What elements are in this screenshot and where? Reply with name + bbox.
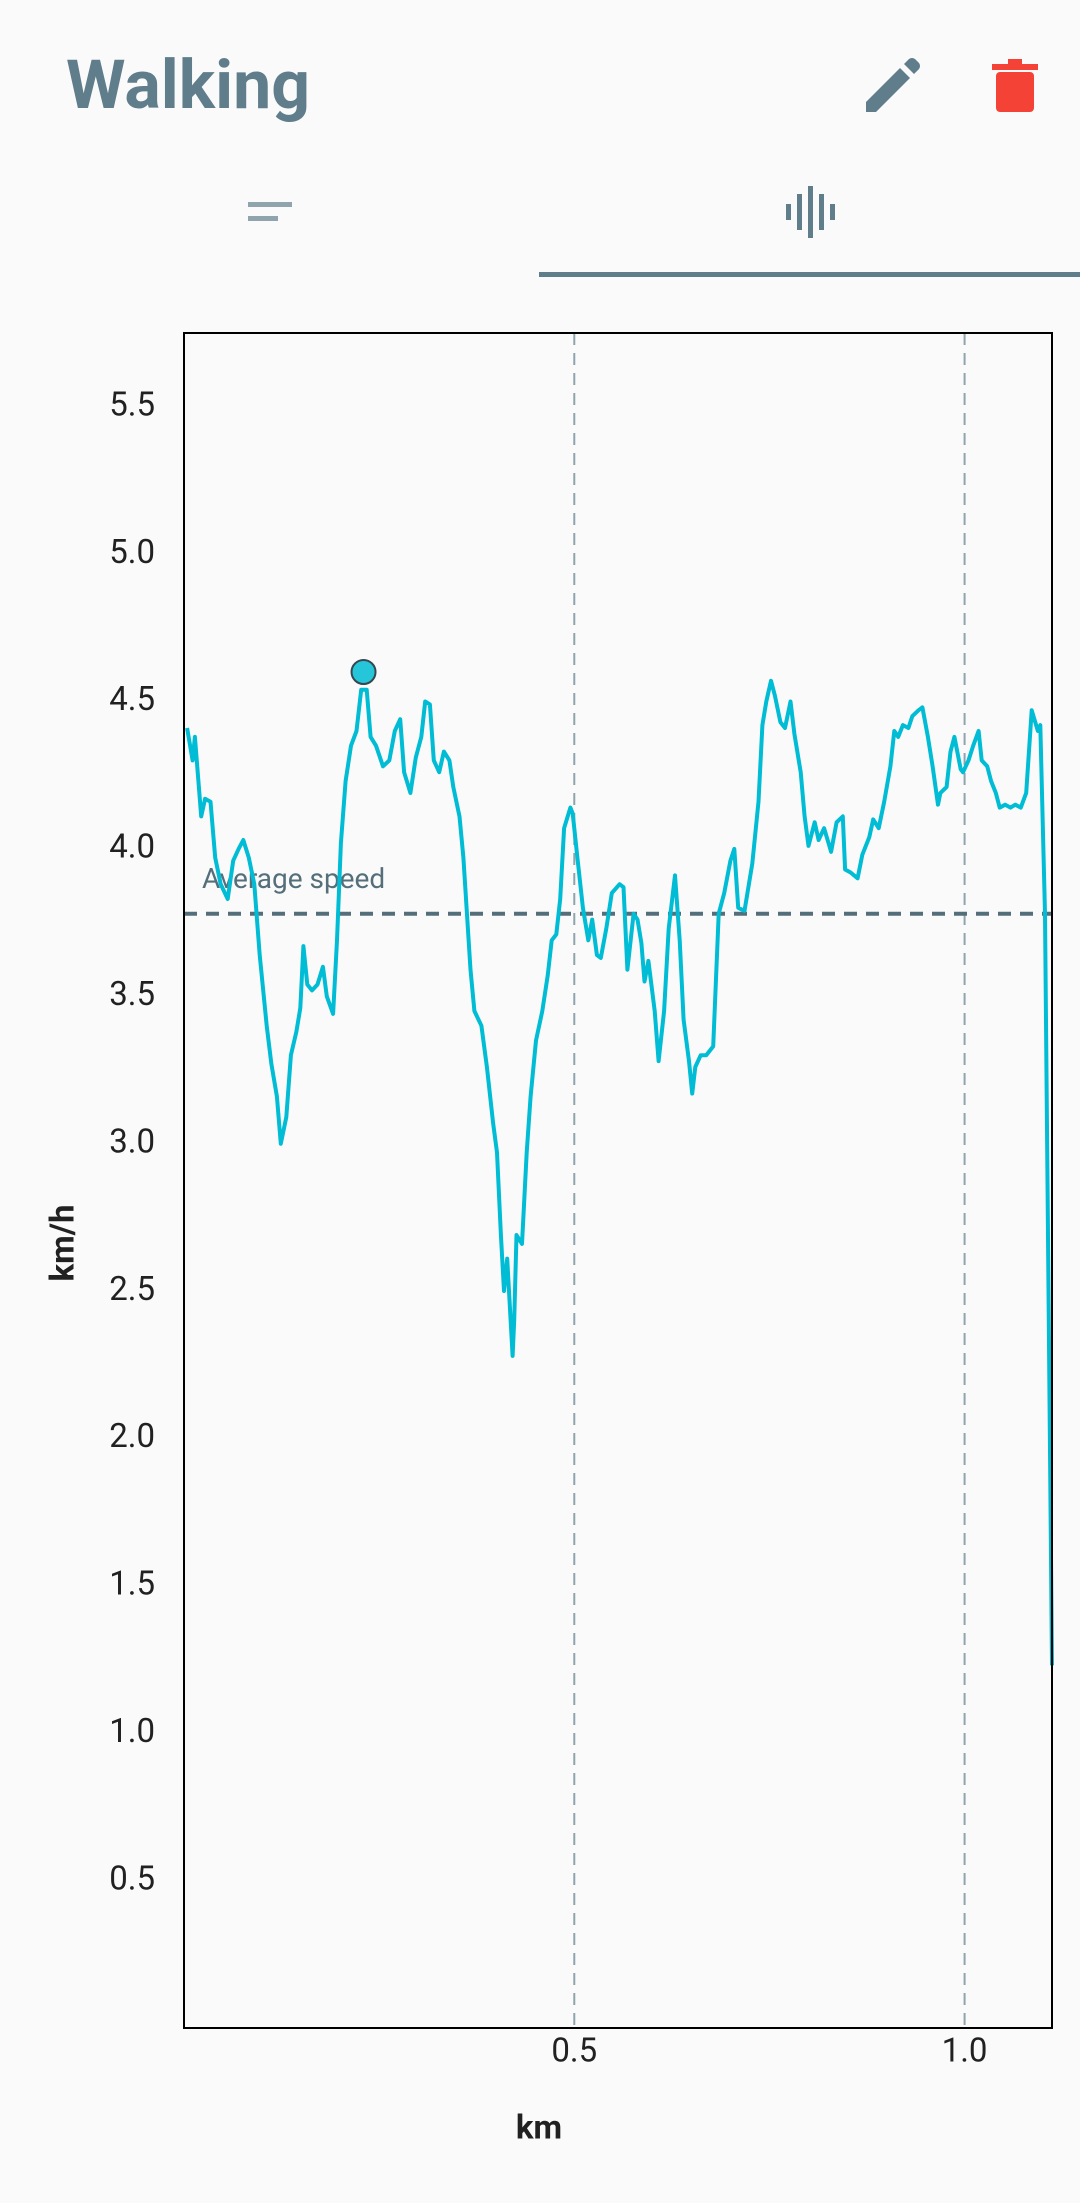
delete-handle (1008, 59, 1022, 65)
y-tick-label: 4.5 (109, 680, 155, 719)
y-tick-label: 1.5 (109, 1565, 155, 1604)
x-tick-label: 1.0 (942, 2032, 988, 2071)
y-tick-label: 2.0 (109, 1417, 155, 1456)
chart-tab[interactable] (539, 186, 1080, 277)
tab-icon (830, 204, 835, 220)
edit-button[interactable] (866, 58, 920, 112)
tab-icon (808, 186, 813, 238)
plot-frame (183, 332, 1053, 2029)
tab-icon (819, 194, 824, 230)
tab-icon (786, 204, 791, 220)
x-tick-label: 0.5 (551, 2032, 597, 2071)
page-title: Walking (66, 45, 310, 125)
x-axis-label: km (516, 2109, 562, 2148)
tab-icon (248, 216, 278, 221)
y-tick-label: 5.5 (109, 385, 155, 424)
delete-button[interactable] (992, 59, 1038, 112)
y-tick-label: 3.5 (109, 975, 155, 1014)
delete-icon (996, 72, 1034, 112)
speed-line (185, 678, 1054, 1666)
y-tick-label: 5.0 (109, 533, 155, 572)
highlight-point (350, 659, 377, 685)
tab-icon (248, 202, 292, 207)
y-tick-label: 2.5 (109, 1270, 155, 1309)
y-tick-label: 1.0 (109, 1712, 155, 1751)
edit-icon (866, 58, 920, 112)
y-axis-label: km/h (44, 1205, 83, 1282)
y-tick-label: 4.0 (109, 828, 155, 867)
delete-lid (992, 64, 1038, 70)
y-tick-label: 0.5 (109, 1859, 155, 1898)
tab-icon (797, 194, 802, 230)
y-tick-label: 3.0 (109, 1122, 155, 1161)
tab-indicator (539, 272, 1080, 277)
summary-tab[interactable] (248, 202, 292, 221)
